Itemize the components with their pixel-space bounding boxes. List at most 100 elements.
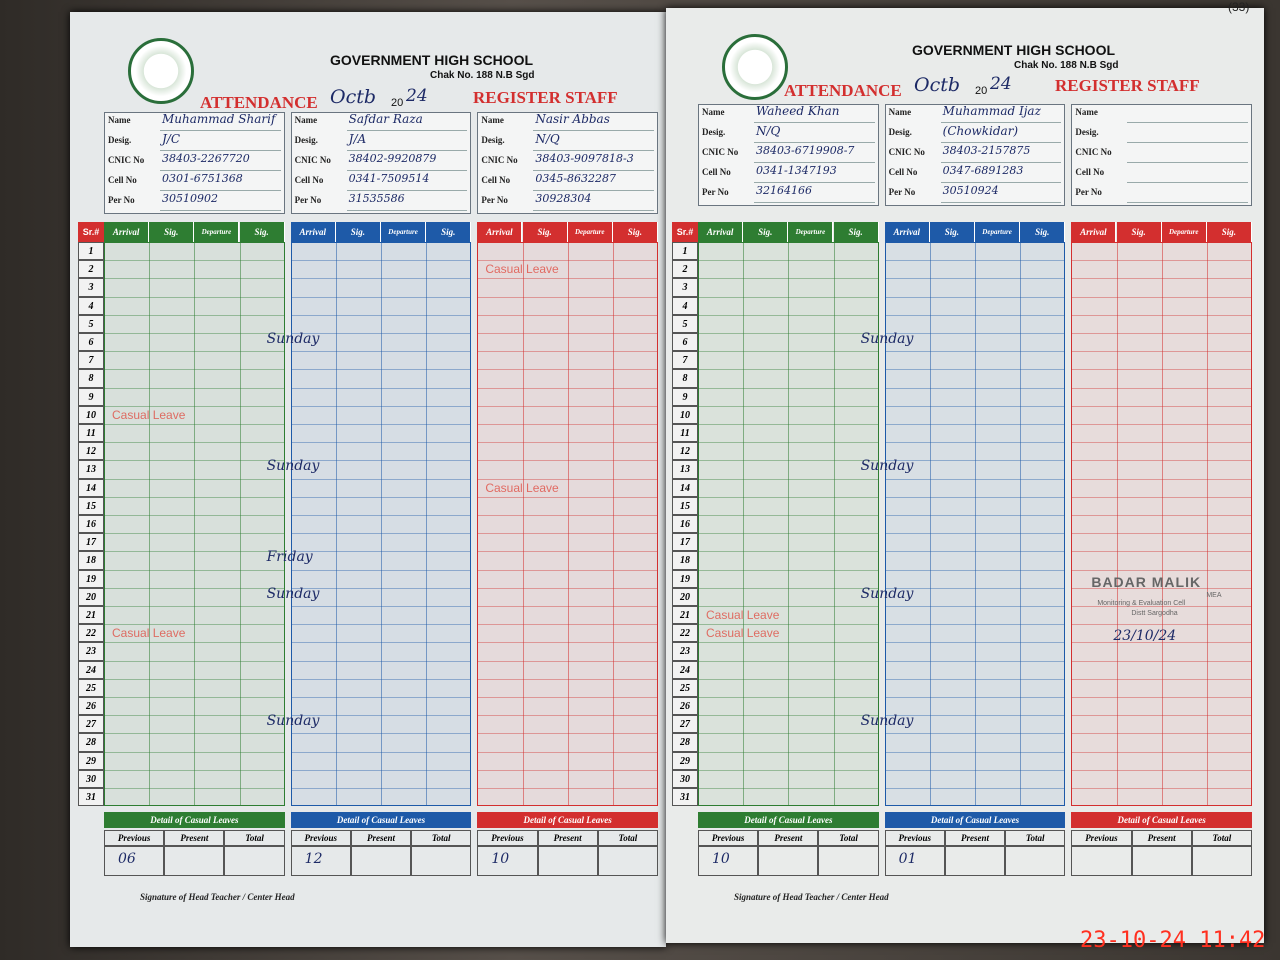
- day-note: Sunday: [860, 458, 914, 475]
- row-number: 20: [78, 587, 104, 606]
- field-label: Cell No: [481, 175, 511, 185]
- row-line: [698, 751, 879, 753]
- field-label: Name: [1075, 107, 1098, 117]
- row-line: [884, 369, 1066, 371]
- field-line: [940, 202, 1062, 203]
- field-label: CNIC No: [481, 155, 518, 165]
- row-line: [1071, 405, 1252, 407]
- row-line: [104, 369, 285, 371]
- photo-timestamp: 23-10-24 11:42: [1080, 928, 1266, 953]
- leave-label: Previous: [884, 830, 945, 846]
- row-line: [290, 660, 472, 662]
- row-line: [104, 606, 285, 607]
- field-label: Per No: [481, 195, 508, 205]
- row-line: [1071, 551, 1252, 553]
- row-number: 10: [672, 405, 698, 424]
- row-line: [477, 515, 658, 516]
- row-line: [884, 260, 1066, 262]
- row-line: [104, 260, 285, 262]
- row-number: 18: [78, 551, 104, 570]
- row-line: [1071, 333, 1252, 334]
- row-number: 23: [78, 642, 104, 661]
- leave-heading: Detail of Casual Leaves: [290, 812, 472, 828]
- leave-label: Present: [1131, 830, 1192, 846]
- row-line: [290, 569, 472, 571]
- column-divider: [788, 242, 790, 807]
- row-line: [290, 624, 472, 626]
- stamp-title: MEA: [1206, 592, 1222, 599]
- row-line: [477, 333, 658, 334]
- field-value: 38403-2267720: [162, 152, 250, 165]
- casual-leave-stamp: Casual Leave: [112, 626, 186, 641]
- field-line: [940, 162, 1062, 163]
- row-line: [477, 624, 658, 626]
- row-line: [104, 351, 285, 353]
- column-body: [290, 242, 472, 807]
- field-label: Desig.: [702, 127, 726, 137]
- row-line: [884, 733, 1066, 735]
- month: Octb: [914, 74, 961, 96]
- row-line: [1071, 424, 1252, 425]
- field-label: Per No: [702, 187, 729, 197]
- row-line: [698, 569, 879, 571]
- row-line: [884, 478, 1066, 480]
- column-divider: [149, 242, 151, 807]
- row-number: 19: [78, 569, 104, 588]
- column-divider: [194, 242, 196, 807]
- row-line: [104, 424, 285, 425]
- casual-leave-stamp: Casual Leave: [485, 480, 559, 495]
- row-number: 12: [78, 442, 104, 461]
- leave-cell: [164, 846, 225, 876]
- column-head: Sig.: [239, 222, 285, 242]
- casual-leave-stamp: Casual Leave: [112, 407, 186, 422]
- row-number: 20: [672, 587, 698, 606]
- row-line: [290, 533, 472, 535]
- row-line: [884, 296, 1066, 298]
- row-number: 19: [672, 569, 698, 588]
- row-number: 26: [78, 697, 104, 716]
- row-line: [477, 314, 658, 316]
- sr-head: Sr.#: [78, 222, 104, 242]
- row-line: [477, 769, 658, 771]
- row-line: [104, 314, 285, 316]
- leave-label: Previous: [477, 830, 538, 846]
- casual-leave-stamp: Casual Leave: [706, 626, 780, 641]
- row-line: [290, 387, 472, 389]
- row-number: 6: [672, 333, 698, 352]
- row-number: 13: [78, 460, 104, 479]
- row-line: [698, 496, 879, 498]
- column-divider: [522, 242, 524, 807]
- month: Octb: [330, 86, 377, 108]
- row-line: [698, 551, 879, 553]
- row-number: 29: [672, 751, 698, 770]
- row-line: [104, 769, 285, 771]
- column-head: Departure: [381, 222, 427, 242]
- row-line: [884, 715, 1066, 717]
- column-divider: [567, 242, 569, 807]
- row-number: 15: [78, 496, 104, 515]
- row-line: [290, 460, 472, 462]
- row-line: [1071, 460, 1252, 462]
- row-line: [1071, 569, 1252, 571]
- row-line: [884, 533, 1066, 535]
- column-head: Arrival: [884, 222, 930, 242]
- row-line: [104, 460, 285, 462]
- column-head: Sig.: [612, 222, 658, 242]
- row-line: [698, 587, 879, 589]
- row-line: [477, 642, 658, 644]
- leave-previous: 10: [712, 851, 730, 867]
- row-line: [477, 442, 658, 444]
- leave-label: Present: [164, 830, 225, 846]
- row-line: [290, 715, 472, 717]
- register: REGISTER STAFF: [1055, 76, 1200, 95]
- column-head: Arrival: [698, 222, 744, 242]
- field-value: 0341-1347193: [756, 164, 837, 177]
- column-head: Sig.: [522, 222, 568, 242]
- leave-label: Total: [1191, 830, 1252, 846]
- row-number: 6: [78, 333, 104, 352]
- field-value: Muhammad Sharif: [162, 112, 276, 126]
- row-line: [104, 697, 285, 698]
- row-number: 27: [672, 715, 698, 734]
- field-line: [1127, 182, 1248, 183]
- field-value: 0345-8632287: [535, 172, 617, 185]
